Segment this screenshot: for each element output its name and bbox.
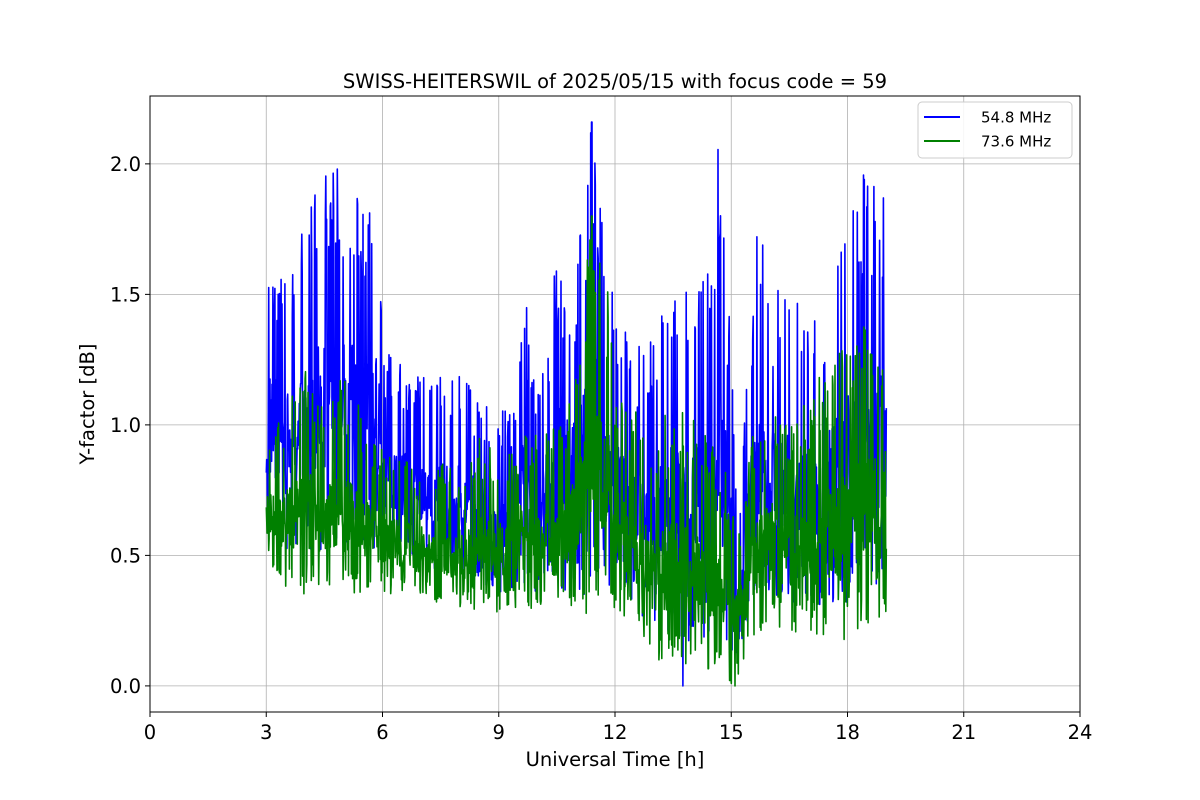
x-axis-label: Universal Time [h] <box>526 748 705 771</box>
y-tick-label: 0.0 <box>110 675 141 698</box>
x-tick-label: 12 <box>603 721 628 744</box>
x-tick-label: 6 <box>376 721 388 744</box>
legend-label-73-6-mhz: 73.6 MHz <box>981 133 1051 151</box>
legend: 54.8 MHz 73.6 MHz <box>917 101 1073 159</box>
x-tick-label: 0 <box>144 721 156 744</box>
x-tick-label: 21 <box>951 721 976 744</box>
legend-label-54-8-mhz: 54.8 MHz <box>981 109 1051 127</box>
y-tick-label: 1.5 <box>110 283 141 306</box>
y-axis-label: Y-factor [dB] <box>76 344 99 466</box>
series-layer <box>265 121 888 687</box>
y-tick-label: 2.0 <box>110 153 141 176</box>
y-tick-label: 0.5 <box>110 544 141 567</box>
chart-title: SWISS-HEITERSWIL of 2025/05/15 with focu… <box>343 70 887 93</box>
series-line-73-6-mhz <box>265 215 888 687</box>
x-tick-label: 18 <box>835 721 860 744</box>
x-tick-label: 15 <box>719 721 744 744</box>
y-tick-label: 1.0 <box>110 414 141 437</box>
x-tick-label: 24 <box>1068 721 1093 744</box>
x-tick-label: 3 <box>260 721 272 744</box>
x-tick-label: 9 <box>493 721 505 744</box>
ticks: 0 3 6 9 12 15 18 21 24 0.0 0.5 1.0 1.5 2.0 <box>110 153 1092 744</box>
